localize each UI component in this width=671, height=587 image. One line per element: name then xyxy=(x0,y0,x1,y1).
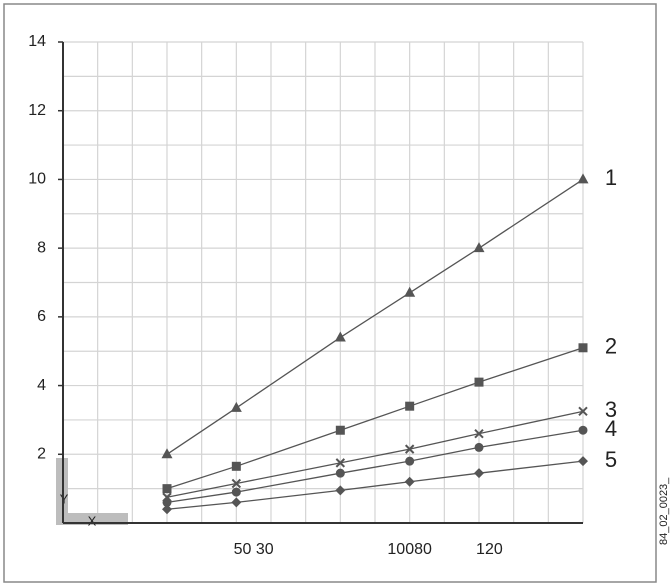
y-tick-label: 12 xyxy=(28,102,46,119)
marker xyxy=(578,343,588,353)
grid xyxy=(63,41,584,523)
frame xyxy=(3,3,657,583)
marker xyxy=(162,497,172,507)
series-label: 2 xyxy=(605,334,617,359)
side-note: 84_02_0023_ xyxy=(658,477,670,545)
marker xyxy=(334,331,346,342)
marker xyxy=(404,476,415,487)
marker xyxy=(578,406,588,417)
series-line xyxy=(166,460,584,510)
marker xyxy=(404,444,415,454)
marker xyxy=(577,173,589,184)
marker xyxy=(231,497,242,508)
marker xyxy=(474,428,484,439)
y-tick-label: 4 xyxy=(37,377,46,394)
series-line xyxy=(166,410,584,498)
marker xyxy=(231,478,242,489)
series-line xyxy=(166,178,584,455)
y-tick-label: 6 xyxy=(37,308,46,325)
series-label: 4 xyxy=(605,416,617,441)
marker xyxy=(405,401,415,411)
series-line xyxy=(166,347,584,490)
marker xyxy=(161,448,173,459)
y-tick-label: 2 xyxy=(37,446,46,463)
x-tick-label: 50 30 xyxy=(234,541,274,558)
marker xyxy=(162,504,172,515)
marker xyxy=(230,401,242,412)
marker xyxy=(474,468,484,479)
marker xyxy=(335,485,346,496)
series-label: 3 xyxy=(605,397,617,422)
marker xyxy=(578,425,588,435)
y-tick-label: 8 xyxy=(37,239,46,256)
marker xyxy=(231,461,241,471)
y-axis-label: Y xyxy=(60,491,69,506)
x-axis-label: X xyxy=(88,513,97,528)
series-label: 5 xyxy=(605,447,617,472)
marker xyxy=(335,468,345,478)
marker xyxy=(162,484,172,494)
y-tick-label: 14 xyxy=(28,33,46,50)
marker xyxy=(473,242,485,253)
marker xyxy=(404,286,416,297)
series-line xyxy=(166,429,584,504)
series-label: 1 xyxy=(605,165,617,190)
x-tick-label: 10080 xyxy=(387,541,432,558)
marker xyxy=(335,425,345,435)
marker xyxy=(231,487,241,497)
x-tick-label: 120 xyxy=(476,541,503,558)
y-tick-label: 10 xyxy=(28,171,46,188)
marker xyxy=(474,442,484,452)
marker xyxy=(474,377,484,387)
marker xyxy=(335,458,346,468)
marker xyxy=(405,456,415,466)
marker xyxy=(578,456,588,467)
